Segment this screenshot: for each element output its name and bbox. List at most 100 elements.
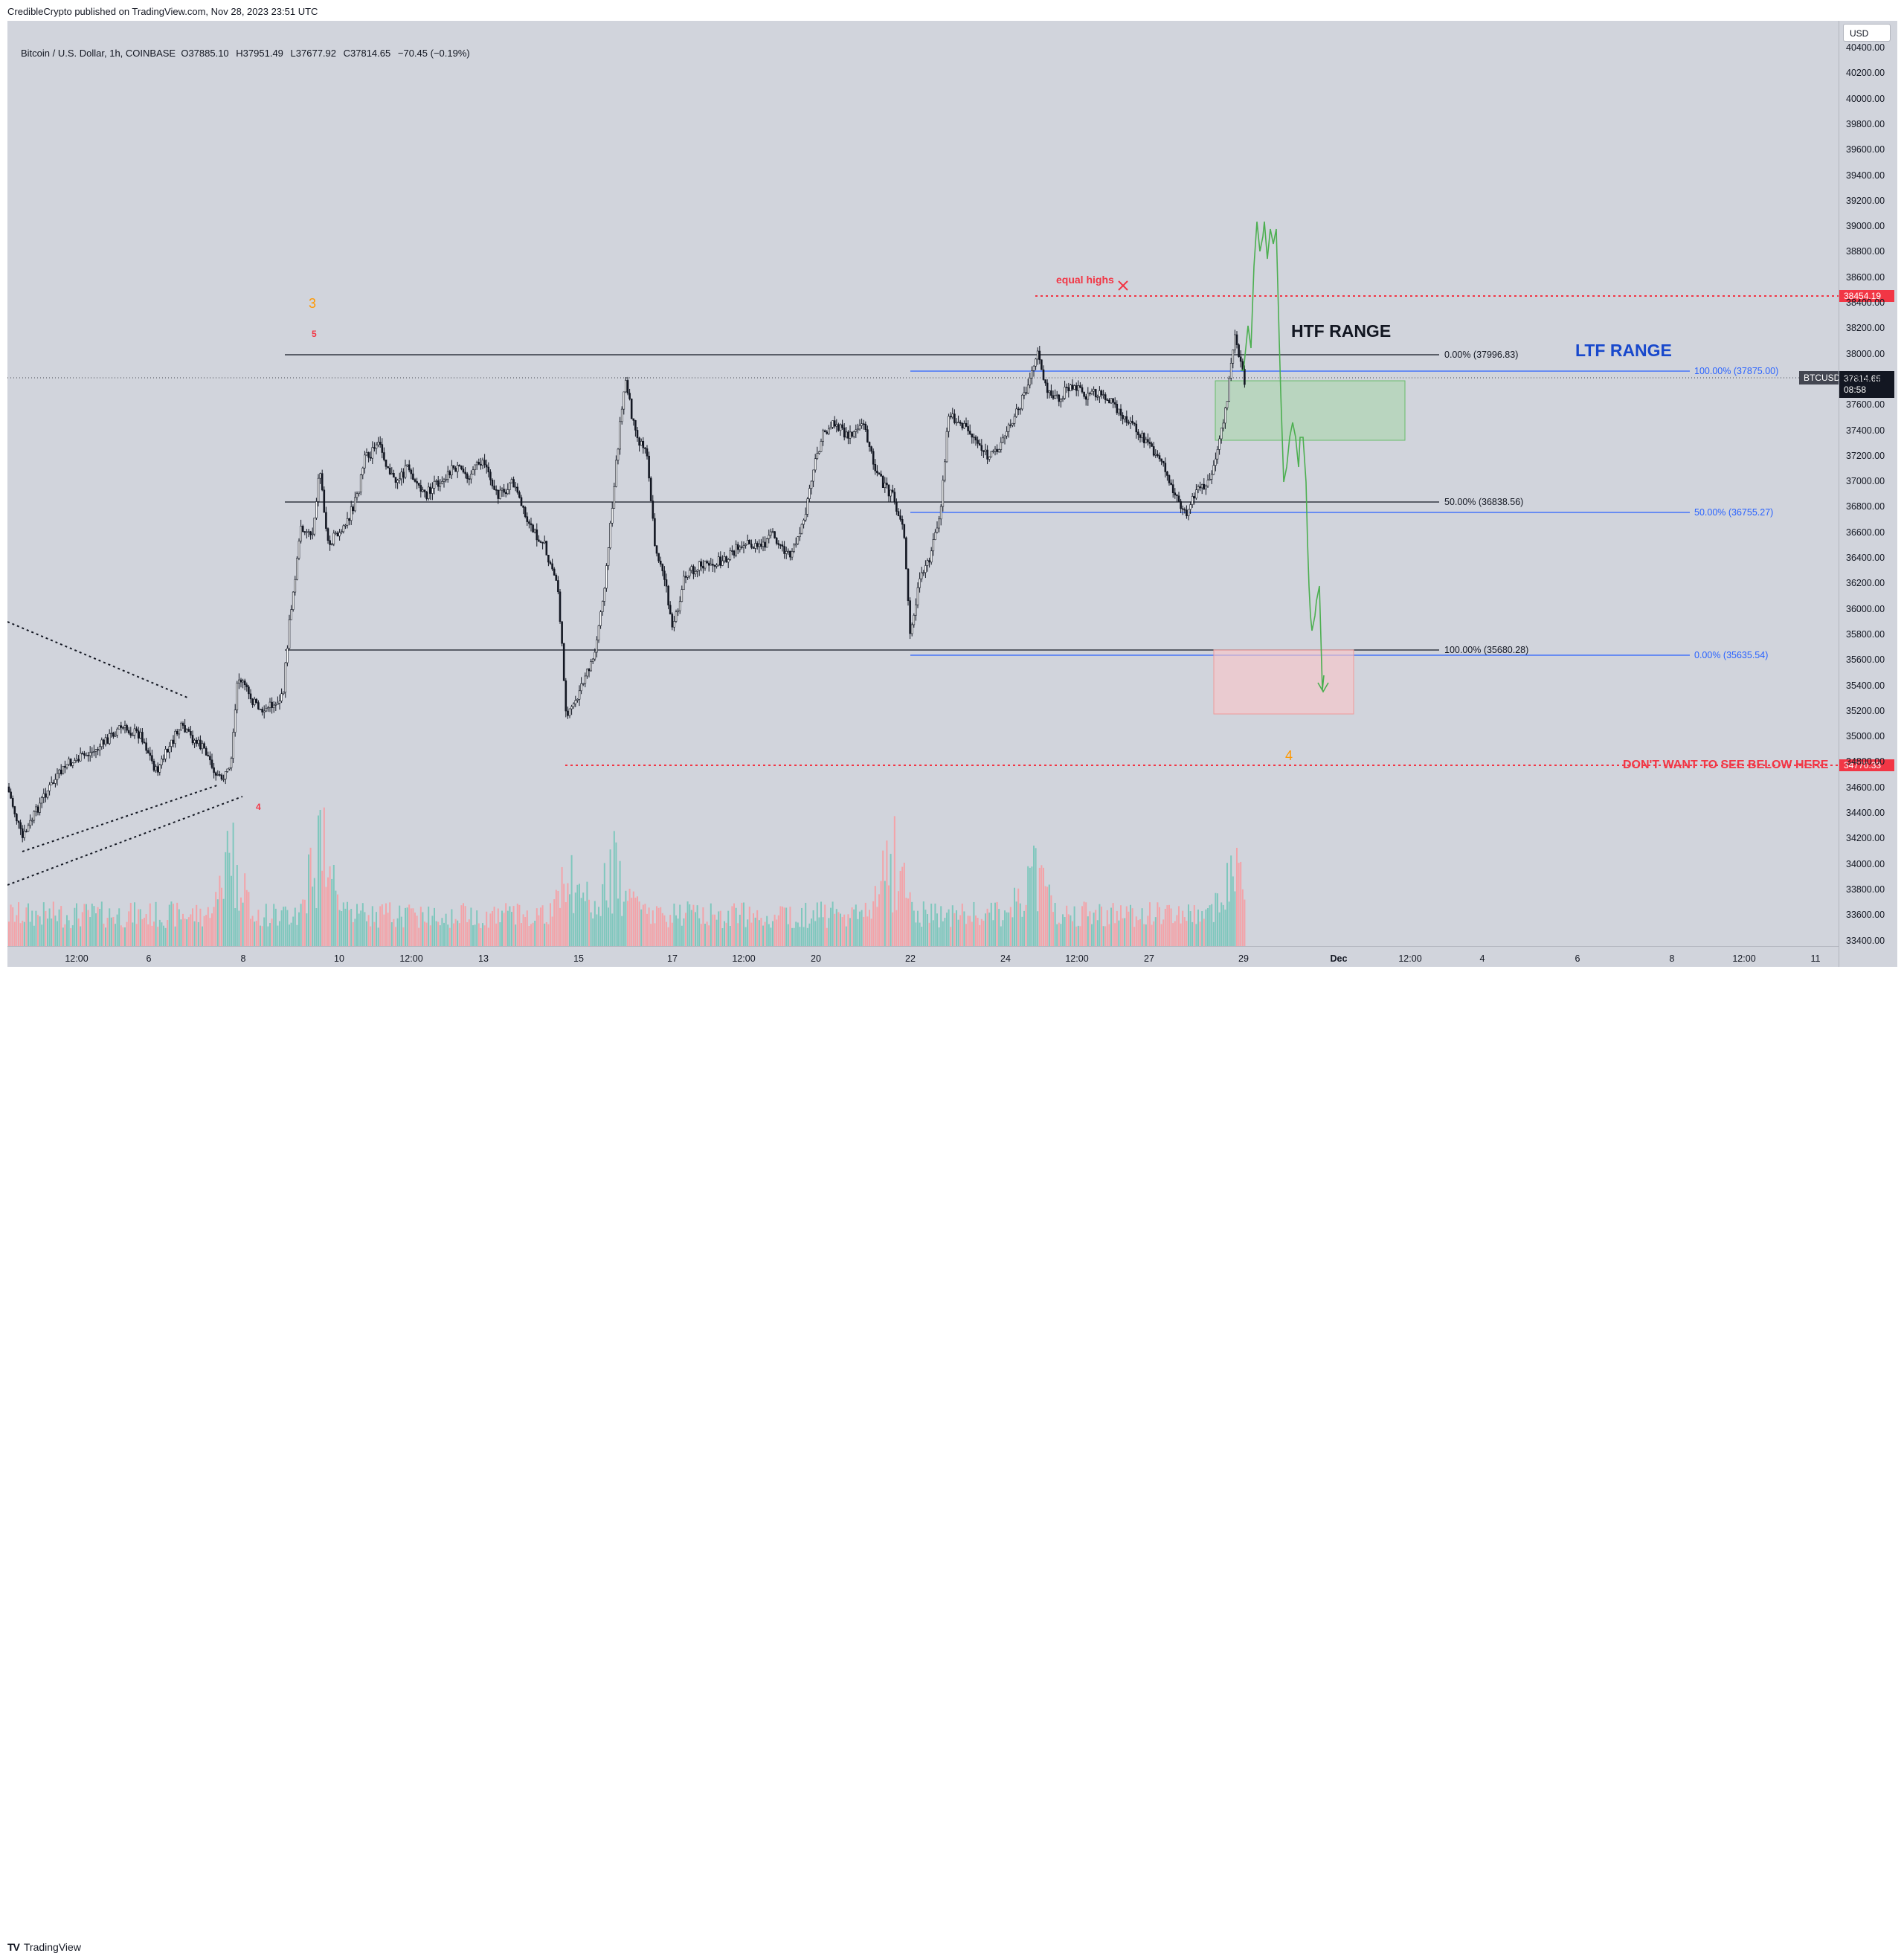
- volume-bar: [915, 922, 917, 946]
- candle-body: [122, 727, 124, 729]
- volume-bar: [1099, 904, 1101, 946]
- volume-bar: [753, 913, 754, 946]
- volume-bar: [193, 921, 196, 946]
- volume-bar: [797, 922, 799, 946]
- volume-bar: [690, 910, 692, 946]
- volume-bar: [255, 921, 257, 946]
- volume-bar: [495, 923, 498, 946]
- candle-body: [499, 489, 501, 499]
- volume-bar: [1017, 888, 1020, 946]
- candle-body: [890, 489, 892, 497]
- volume-bar: [715, 919, 718, 946]
- volume-bar: [719, 910, 721, 946]
- candle-body: [789, 550, 791, 558]
- htf-range-label: HTF RANGE: [1291, 321, 1392, 341]
- volume-bar: [1199, 921, 1201, 946]
- volume-bar: [279, 921, 280, 946]
- candle-body: [493, 486, 495, 490]
- candle-body: [404, 466, 407, 478]
- time-tick: 6: [1575, 953, 1580, 964]
- candle-body: [907, 568, 910, 601]
- candle-body: [812, 469, 814, 482]
- volume-bar: [151, 925, 153, 946]
- candle-body: [228, 767, 231, 770]
- volume-bar: [145, 914, 147, 946]
- candle-body: [1055, 394, 1058, 396]
- volume-bar: [290, 922, 292, 946]
- candle-body: [758, 543, 761, 547]
- candle-body: [178, 730, 181, 735]
- high-value: H37951.49: [236, 48, 283, 59]
- chart-area[interactable]: Bitcoin / U.S. Dollar, 1h, COINBASE O378…: [7, 21, 1839, 946]
- candle-body: [1193, 496, 1196, 499]
- time-tick: 8: [240, 953, 246, 964]
- tradingview-logo[interactable]: TV TradingView: [7, 1941, 81, 1953]
- candle-body: [510, 479, 513, 483]
- candle-body: [313, 518, 316, 535]
- volume-bar: [41, 924, 43, 946]
- candle-body: [547, 555, 550, 563]
- candle-body: [919, 578, 921, 588]
- volume-bar: [356, 904, 358, 946]
- candle-body: [13, 806, 16, 814]
- volume-bar: [1131, 908, 1133, 946]
- candle-body: [7, 786, 10, 793]
- candle-body: [712, 564, 714, 566]
- volume-bar: [841, 917, 843, 946]
- volume-bar: [1240, 861, 1242, 946]
- candle-body: [365, 452, 368, 456]
- chart-canvas[interactable]: [7, 21, 1839, 946]
- volume-bar: [135, 924, 138, 946]
- candle-body: [497, 489, 500, 499]
- candle-body: [68, 759, 70, 765]
- candle-body: [1090, 390, 1093, 394]
- candle-body: [984, 449, 987, 452]
- volume-bar: [811, 918, 812, 946]
- volume-bar: [1118, 920, 1120, 946]
- price-axis[interactable]: [1839, 21, 1897, 967]
- candle-body: [828, 428, 830, 434]
- candle-body: [406, 464, 408, 466]
- candle-body: [957, 422, 959, 423]
- candle-body: [1012, 422, 1014, 426]
- candle-body: [1048, 390, 1051, 393]
- time-axis[interactable]: [7, 946, 1839, 968]
- currency-button[interactable]: USD: [1843, 24, 1891, 42]
- volume-bar: [861, 910, 863, 946]
- volume-bar: [93, 906, 95, 946]
- candle-body: [50, 782, 53, 785]
- ltf-range-label: LTF RANGE: [1575, 341, 1672, 360]
- candle-body: [1044, 379, 1046, 384]
- volume-bar: [215, 892, 217, 946]
- candle-body: [249, 693, 252, 700]
- candle-body: [393, 472, 395, 477]
- candle-body: [886, 483, 888, 486]
- volume-bar: [211, 913, 213, 946]
- candle-body: [855, 429, 858, 432]
- volume-bar: [550, 903, 551, 946]
- candle-body: [1187, 509, 1190, 516]
- candle-body: [683, 576, 685, 590]
- candle-body: [129, 733, 132, 736]
- candle-body: [166, 749, 169, 753]
- volume-bar: [905, 898, 907, 946]
- candle-body: [1220, 428, 1223, 440]
- candle-body: [410, 469, 413, 474]
- volume-bar: [1043, 867, 1044, 946]
- volume-bar: [928, 922, 930, 946]
- volume-bar: [501, 910, 503, 946]
- volume-bar: [1201, 911, 1203, 946]
- volume-bar: [115, 924, 116, 946]
- candle-body: [62, 765, 65, 774]
- volume-bar: [758, 920, 760, 946]
- candle-body: [448, 471, 451, 476]
- candle-body: [340, 531, 343, 533]
- volume-bar: [793, 927, 795, 946]
- volume-bar: [625, 890, 627, 946]
- volume-bar: [660, 907, 662, 946]
- volume-bar: [1066, 905, 1068, 946]
- candle-body: [509, 482, 511, 490]
- volume-bar: [454, 918, 457, 946]
- candle-body: [652, 501, 654, 519]
- volume-bar: [477, 923, 480, 946]
